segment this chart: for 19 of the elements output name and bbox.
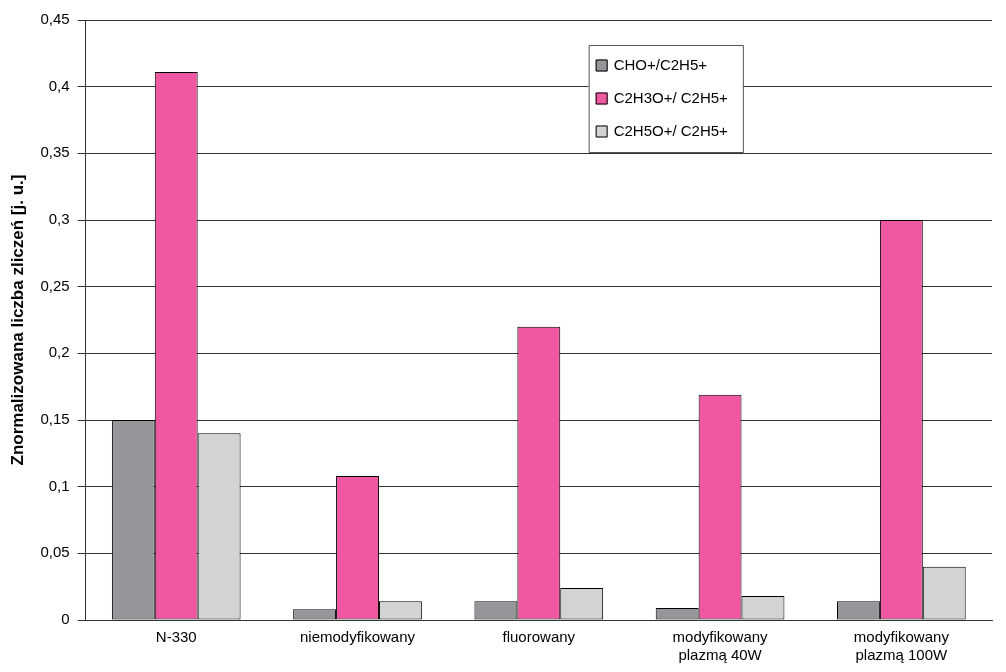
y-tick-label: 0,15: [40, 410, 70, 428]
legend-label: C2H3O+/ C2H5+: [613, 88, 729, 106]
x-tick-label: modyfikowany plazmą 100W: [853, 628, 950, 664]
y-tick-label: 0,2: [48, 343, 70, 361]
y-tick-label: 0,05: [40, 543, 70, 561]
x-tick-label: N-330: [155, 628, 197, 646]
y-tick-label: 0,1: [48, 476, 70, 494]
legend-label: C2H5O+/ C2H5+: [613, 121, 729, 139]
y-tick-label: 0,4: [48, 76, 70, 94]
y-tick-label: 0,45: [40, 10, 70, 28]
y-axis-title: Znormalizowana liczba zliczeń [j. u.]: [7, 174, 27, 466]
y-tick-label: 0,35: [40, 143, 70, 161]
legend-label: CHO+/C2H5+: [613, 55, 708, 73]
x-tick-label: modyfikowany plazmą 40W: [672, 628, 769, 664]
y-tick-label: 0,3: [48, 210, 70, 228]
x-tick-label: fluorowany: [502, 628, 576, 646]
y-tick-label: 0: [61, 610, 70, 628]
x-tick-label: niemodyfikowany: [299, 628, 416, 646]
y-tick-label: 0,25: [40, 276, 70, 294]
